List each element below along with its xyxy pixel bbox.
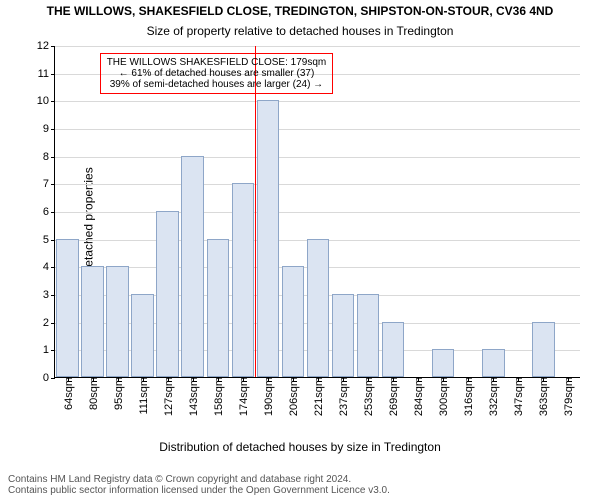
bar bbox=[81, 266, 104, 377]
bar bbox=[181, 156, 204, 377]
bar bbox=[307, 239, 330, 377]
x-tick-label: 158sqm bbox=[213, 377, 225, 416]
y-tick-label: 11 bbox=[38, 68, 55, 80]
bar bbox=[257, 100, 280, 377]
x-tick-label: 269sqm bbox=[388, 377, 400, 416]
bar bbox=[207, 239, 230, 377]
y-tick-label: 12 bbox=[37, 40, 55, 52]
bar bbox=[382, 322, 405, 377]
bar bbox=[56, 239, 79, 377]
bar bbox=[357, 294, 380, 377]
x-tick-label: 64sqm bbox=[63, 377, 75, 410]
annotation-line: 39% of semi-detached houses are larger (… bbox=[107, 79, 327, 90]
bar bbox=[232, 183, 255, 377]
bar bbox=[156, 211, 179, 377]
chart-container: THE WILLOWS, SHAKESFIELD CLOSE, TREDINGT… bbox=[0, 0, 600, 500]
annotation-line: THE WILLOWS SHAKESFIELD CLOSE: 179sqm bbox=[107, 57, 327, 68]
gridline bbox=[55, 184, 580, 185]
bar bbox=[131, 294, 154, 377]
y-tick-label: 8 bbox=[43, 151, 55, 163]
x-tick-label: 174sqm bbox=[238, 377, 250, 416]
x-axis-label: Distribution of detached houses by size … bbox=[0, 440, 600, 454]
y-tick-label: 10 bbox=[37, 95, 55, 107]
bar bbox=[332, 294, 355, 377]
y-tick-label: 4 bbox=[43, 261, 55, 273]
x-tick-label: 190sqm bbox=[263, 377, 275, 416]
annotation-line: ← 61% of detached houses are smaller (37… bbox=[107, 68, 327, 79]
y-tick-label: 1 bbox=[43, 344, 55, 356]
footer-line-2: Contains public sector information licen… bbox=[8, 485, 390, 496]
x-tick-label: 221sqm bbox=[313, 377, 325, 416]
reference-line bbox=[255, 46, 256, 377]
y-tick-label: 0 bbox=[43, 372, 55, 384]
bar bbox=[282, 266, 305, 377]
x-tick-label: 363sqm bbox=[539, 377, 551, 416]
x-tick-label: 300sqm bbox=[438, 377, 450, 416]
x-tick-label: 111sqm bbox=[138, 377, 150, 415]
x-tick-label: 316sqm bbox=[463, 377, 475, 416]
gridline bbox=[55, 101, 580, 102]
plot-area: 012345678910111264sqm80sqm95sqm111sqm127… bbox=[54, 46, 580, 378]
footer-attribution: Contains HM Land Registry data © Crown c… bbox=[8, 474, 390, 496]
x-tick-label: 379sqm bbox=[564, 377, 576, 416]
gridline bbox=[55, 212, 580, 213]
y-tick-label: 3 bbox=[43, 289, 55, 301]
x-tick-label: 237sqm bbox=[338, 377, 350, 416]
chart-title: THE WILLOWS, SHAKESFIELD CLOSE, TREDINGT… bbox=[0, 4, 600, 18]
bar bbox=[432, 349, 455, 377]
annotation-box: THE WILLOWS SHAKESFIELD CLOSE: 179sqm← 6… bbox=[100, 53, 334, 94]
footer-line-1: Contains HM Land Registry data © Crown c… bbox=[8, 474, 390, 485]
x-tick-label: 332sqm bbox=[489, 377, 501, 416]
x-tick-label: 127sqm bbox=[163, 377, 175, 416]
bar bbox=[106, 266, 129, 377]
chart-subtitle: Size of property relative to detached ho… bbox=[0, 24, 600, 38]
x-tick-label: 143sqm bbox=[188, 377, 200, 416]
x-tick-label: 253sqm bbox=[363, 377, 375, 416]
gridline bbox=[55, 129, 580, 130]
x-tick-label: 347sqm bbox=[514, 377, 526, 416]
gridline bbox=[55, 157, 580, 158]
x-tick-label: 80sqm bbox=[88, 377, 100, 410]
x-tick-label: 95sqm bbox=[113, 377, 125, 410]
x-tick-label: 206sqm bbox=[288, 377, 300, 416]
y-tick-label: 6 bbox=[43, 206, 55, 218]
y-tick-label: 5 bbox=[43, 234, 55, 246]
y-tick-label: 9 bbox=[43, 123, 55, 135]
y-tick-label: 2 bbox=[43, 317, 55, 329]
bar bbox=[532, 322, 555, 377]
y-tick-label: 7 bbox=[43, 178, 55, 190]
x-tick-label: 284sqm bbox=[413, 377, 425, 416]
bar bbox=[482, 349, 505, 377]
gridline bbox=[55, 46, 580, 47]
